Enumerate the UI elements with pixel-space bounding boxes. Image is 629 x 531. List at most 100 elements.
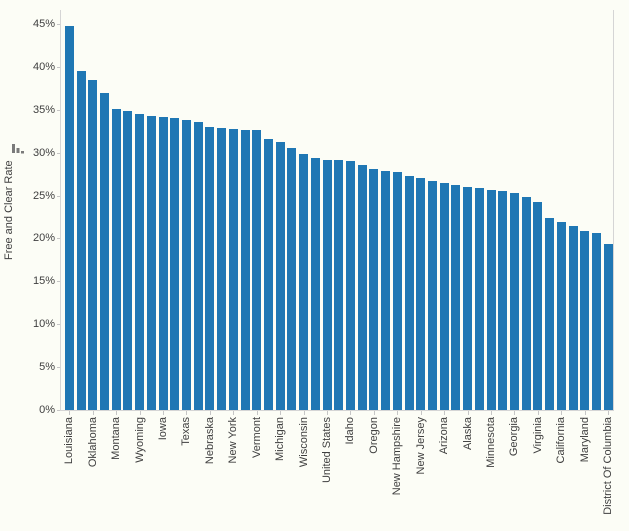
y-tick-mark [57,195,61,197]
bar-arizona[interactable] [439,183,449,410]
x-tick-mark [491,411,492,415]
y-tick-label: 5% [39,361,55,374]
x-tick-mark [514,411,516,415]
y-tick-label: 10% [32,318,55,331]
x-label-district-of-columbia: District Of Columbia [602,417,615,515]
x-tick-mark [444,411,446,415]
sort-descending-icon[interactable] [12,141,27,154]
y-tick-label: 0% [39,404,55,416]
x-label-oregon: Oregon [367,417,380,454]
x-label-maryland: Maryland [578,417,591,463]
bar-oregon[interactable] [369,169,379,410]
bar-united-states[interactable] [322,160,332,410]
x-tick-mark [139,411,141,415]
bar-wyoming[interactable] [135,114,145,410]
bar-michigan[interactable] [275,142,285,410]
y-tick-mark [57,281,61,283]
bar-georgia[interactable] [509,193,519,410]
bar-unlabeled-12[interactable] [193,122,203,410]
x-label-united-states: United States [321,417,333,484]
y-tick-mark [57,109,61,111]
bar-new-york[interactable] [228,129,238,410]
x-label-vermont: Vermont [250,417,263,458]
bar-unlabeled-28[interactable] [381,171,391,410]
bar-unlabeled-14[interactable] [217,128,227,410]
x-label-new-york: New York [227,417,240,464]
x-tick-mark [608,411,610,415]
x-label-idaho: Idaho [344,417,357,445]
x-tick-mark [116,411,118,415]
x-label-montana: Montana [110,417,123,460]
bar-california[interactable] [556,222,566,410]
bar-louisiana[interactable] [64,26,74,410]
bar-unlabeled-2[interactable] [76,71,86,410]
bar-unlabeled-22[interactable] [310,158,320,410]
bar-nebraska[interactable] [205,127,215,410]
bar-unlabeled-10[interactable] [170,118,180,410]
bar-new-hampshire[interactable] [392,172,402,410]
x-tick-mark [397,411,399,415]
y-tick-mark [57,238,61,240]
bar-texas[interactable] [181,120,191,410]
x-tick-mark [467,411,469,415]
bar-unlabeled-6[interactable] [123,111,133,410]
y-tick-label: 35% [32,103,55,116]
x-tick-mark [537,411,539,415]
bar-unlabeled-8[interactable] [146,116,156,410]
bar-wisconsin[interactable] [299,154,309,410]
bar-idaho[interactable] [345,161,355,410]
x-tick-mark [256,411,258,415]
bar-unlabeled-26[interactable] [357,165,367,410]
bar-oklahoma[interactable] [88,80,98,410]
bar-unlabeled-40[interactable] [521,197,531,410]
x-tick-mark [186,411,188,415]
x-label-louisiana: Louisiana [63,417,76,465]
x-tick-mark [327,411,328,415]
x-tick-mark [163,411,164,415]
bar-virginia[interactable] [533,202,543,410]
bar-montana[interactable] [111,109,121,410]
x-label-michigan: Michigan [274,417,287,462]
bar-unlabeled-16[interactable] [240,130,250,410]
bar-vermont[interactable] [252,130,262,410]
bar-alaska[interactable] [463,187,473,410]
x-label-georgia: Georgia [508,417,521,457]
bar-maryland[interactable] [580,231,590,410]
y-tick-label: 40% [32,60,55,73]
y-tick-label: 45% [32,18,55,30]
x-tick-mark [280,411,282,415]
x-tick-mark [420,411,422,415]
y-tick-label: 25% [32,189,55,202]
x-tick-mark [350,411,352,415]
x-label-virginia: Virginia [531,417,544,454]
bar-unlabeled-44[interactable] [568,226,578,410]
bar-new-jersey[interactable] [416,178,426,410]
bar-unlabeled-4[interactable] [99,93,109,410]
x-label-new-hampshire: New Hampshire [391,417,404,496]
bar-iowa[interactable] [158,117,168,410]
y-tick-mark [57,410,61,411]
bar-unlabeled-18[interactable] [263,139,273,410]
y-tick-label: 20% [32,232,55,245]
x-tick-mark [69,411,71,415]
bar-unlabeled-30[interactable] [404,176,414,410]
y-tick-mark [57,24,61,25]
bar-unlabeled-42[interactable] [545,218,555,410]
bar-unlabeled-36[interactable] [474,188,484,410]
bar-unlabeled-20[interactable] [287,148,297,410]
bar-unlabeled-46[interactable] [591,233,601,410]
bar-unlabeled-34[interactable] [451,185,461,410]
bar-minnesota[interactable] [486,190,496,410]
bar-unlabeled-24[interactable] [334,160,344,410]
x-tick-mark [233,411,235,415]
bar-unlabeled-32[interactable] [427,181,437,410]
bar-district-of-columbia[interactable] [603,244,613,410]
x-label-nebraska: Nebraska [203,417,216,465]
x-label-wyoming: Wyoming [133,417,146,463]
x-tick-mark [584,411,586,415]
y-tick-mark [57,66,61,68]
bar-unlabeled-38[interactable] [498,191,508,410]
x-tick-mark [373,411,375,415]
y-tick-mark [57,152,61,154]
